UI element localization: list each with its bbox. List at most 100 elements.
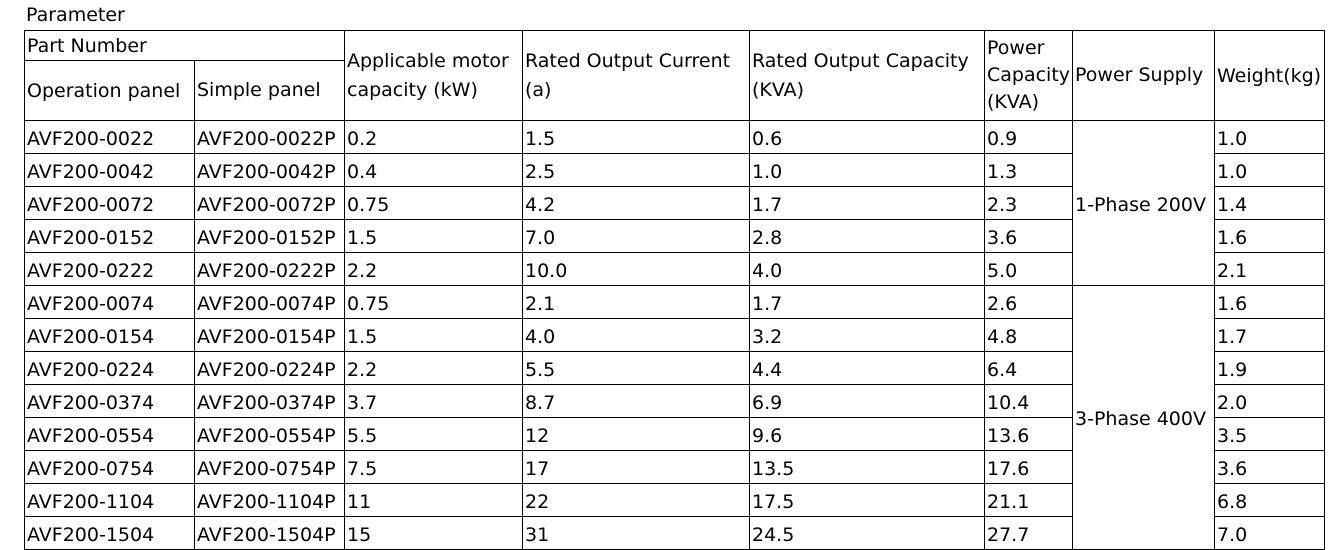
output-current-cell: 4.2 (522, 186, 750, 220)
power-supply-cell: 1-Phase 200V (1072, 120, 1215, 286)
output-capacity-cell: 3.2 (749, 318, 985, 352)
output-capacity-cell: 4.0 (749, 252, 985, 286)
weight-header: Weight(kg) (1214, 30, 1325, 121)
power-capacity-header: Power Capacity (KVA) (984, 30, 1073, 121)
operation-panel-cell: AVF200-1104 (24, 483, 195, 517)
table-row: AVF200-0072 AVF200-0072P 0.75 4.2 1.7 2.3 1.4 (24, 186, 1325, 220)
output-current-cell: 22 (522, 483, 750, 517)
header-row-1: Part Number Applicable motor capacity (k… (24, 30, 1325, 121)
weight-cell: 6.8 (1214, 483, 1325, 517)
output-capacity-cell: 17.5 (749, 483, 985, 517)
output-current-cell: 7.0 (522, 219, 750, 253)
weight-cell: 3.5 (1214, 417, 1325, 451)
simple-panel-cell: AVF200-0754P (194, 450, 345, 484)
weight-cell: 1.6 (1214, 219, 1325, 253)
operation-panel-cell: AVF200-0072 (24, 186, 195, 220)
output-capacity-cell: 6.9 (749, 384, 985, 418)
output-current-cell: 4.0 (522, 318, 750, 352)
output-current-cell: 8.7 (522, 384, 750, 418)
motor-capacity-cell: 0.75 (344, 285, 523, 319)
table-row: AVF200-0554 AVF200-0554P 5.5 12 9.6 13.6 3.5 (24, 417, 1325, 451)
power-capacity-cell: 10.4 (984, 384, 1073, 418)
motor-capacity-cell: 1.5 (344, 219, 523, 253)
operation-panel-cell: AVF200-0222 (24, 252, 195, 286)
weight-cell: 2.0 (1214, 384, 1325, 418)
simple-panel-cell: AVF200-0554P (194, 417, 345, 451)
operation-panel-cell: AVF200-0224 (24, 351, 195, 385)
weight-cell: 1.9 (1214, 351, 1325, 385)
table-row: AVF200-0042 AVF200-0042P 0.4 2.5 1.0 1.3 1.0 (24, 153, 1325, 187)
motor-capacity-cell: 15 (344, 516, 523, 550)
table-row: AVF200-0152 AVF200-0152P 1.5 7.0 2.8 3.6 1.6 (24, 219, 1325, 253)
output-capacity-header: Rated Output Capacity (KVA) (749, 30, 985, 121)
operation-panel-cell: AVF200-0022 (24, 120, 195, 154)
operation-panel-header: Operation panel (24, 60, 195, 121)
simple-panel-cell: AVF200-0222P (194, 252, 345, 286)
power-capacity-cell: 6.4 (984, 351, 1073, 385)
output-capacity-cell: 2.8 (749, 219, 985, 253)
weight-cell: 1.6 (1214, 285, 1325, 319)
simple-panel-cell: AVF200-0374P (194, 384, 345, 418)
simple-panel-cell: AVF200-1504P (194, 516, 345, 550)
motor-capacity-cell: 0.2 (344, 120, 523, 154)
output-current-cell: 2.1 (522, 285, 750, 319)
output-current-cell: 31 (522, 516, 750, 550)
simple-panel-cell: AVF200-0154P (194, 318, 345, 352)
output-current-cell: 2.5 (522, 153, 750, 187)
output-capacity-cell: 24.5 (749, 516, 985, 550)
simple-panel-cell: AVF200-1104P (194, 483, 345, 517)
operation-panel-cell: AVF200-0374 (24, 384, 195, 418)
motor-capacity-cell: 2.2 (344, 252, 523, 286)
motor-capacity-cell: 7.5 (344, 450, 523, 484)
operation-panel-cell: AVF200-1504 (24, 516, 195, 550)
power-capacity-cell: 17.6 (984, 450, 1073, 484)
output-current-cell: 17 (522, 450, 750, 484)
table-row: AVF200-0754 AVF200-0754P 7.5 17 13.5 17.6 3.6 (24, 450, 1325, 484)
power-capacity-cell: 13.6 (984, 417, 1073, 451)
motor-capacity-cell: 1.5 (344, 318, 523, 352)
motor-capacity-cell: 2.2 (344, 351, 523, 385)
operation-panel-cell: AVF200-0754 (24, 450, 195, 484)
simple-panel-header: Simple panel (194, 60, 345, 121)
power-capacity-cell: 27.7 (984, 516, 1073, 550)
output-capacity-cell: 1.0 (749, 153, 985, 187)
power-capacity-cell: 5.0 (984, 252, 1073, 286)
output-current-cell: 1.5 (522, 120, 750, 154)
operation-panel-cell: AVF200-0042 (24, 153, 195, 187)
operation-panel-cell: AVF200-0074 (24, 285, 195, 319)
operation-panel-cell: AVF200-0152 (24, 219, 195, 253)
power-supply-cell: 3-Phase 400V (1072, 285, 1215, 550)
output-current-cell: 5.5 (522, 351, 750, 385)
simple-panel-cell: AVF200-0022P (194, 120, 345, 154)
simple-panel-cell: AVF200-0224P (194, 351, 345, 385)
weight-cell: 7.0 (1214, 516, 1325, 550)
motor-capacity-cell: 3.7 (344, 384, 523, 418)
table-row: AVF200-0222 AVF200-0222P 2.2 10.0 4.0 5.0 2.1 (24, 252, 1325, 286)
output-current-cell: 10.0 (522, 252, 750, 286)
operation-panel-cell: AVF200-0154 (24, 318, 195, 352)
table-row: AVF200-0022 AVF200-0022P 0.2 1.5 0.6 0.9 1-Pha… (24, 120, 1325, 286)
weight-cell: 2.1 (1214, 252, 1325, 286)
weight-cell: 1.4 (1214, 186, 1325, 220)
weight-cell: 1.0 (1214, 120, 1325, 154)
output-capacity-cell: 13.5 (749, 450, 985, 484)
power-capacity-cell: 0.9 (984, 120, 1073, 154)
weight-cell: 1.0 (1214, 153, 1325, 187)
table-body: AVF200-0022 AVF200-0022P 0.2 1.5 0.6 0.9 1-Pha… (24, 120, 1325, 550)
simple-panel-cell: AVF200-0072P (194, 186, 345, 220)
weight-cell: 3.6 (1214, 450, 1325, 484)
output-capacity-cell: 1.7 (749, 285, 985, 319)
output-current-header: Rated Output Current (a) (522, 30, 750, 121)
power-capacity-cell: 2.6 (984, 285, 1073, 319)
operation-panel-cell: AVF200-0554 (24, 417, 195, 451)
simple-panel-cell: AVF200-0152P (194, 219, 345, 253)
power-capacity-cell: 3.6 (984, 219, 1073, 253)
motor-capacity-cell: 0.4 (344, 153, 523, 187)
power-capacity-cell: 1.3 (984, 153, 1073, 187)
output-capacity-cell: 9.6 (749, 417, 985, 451)
motor-capacity-cell: 0.75 (344, 186, 523, 220)
table-row: AVF200-0074 AVF200-0074P 0.75 2.1 1.7 2.6 3-Ph… (24, 285, 1325, 550)
table-row: AVF200-0224 AVF200-0224P 2.2 5.5 4.4 6.4 1.9 (24, 351, 1325, 385)
parameter-table: Part Number Applicable motor capacity (k… (24, 30, 1325, 550)
power-capacity-cell: 21.1 (984, 483, 1073, 517)
